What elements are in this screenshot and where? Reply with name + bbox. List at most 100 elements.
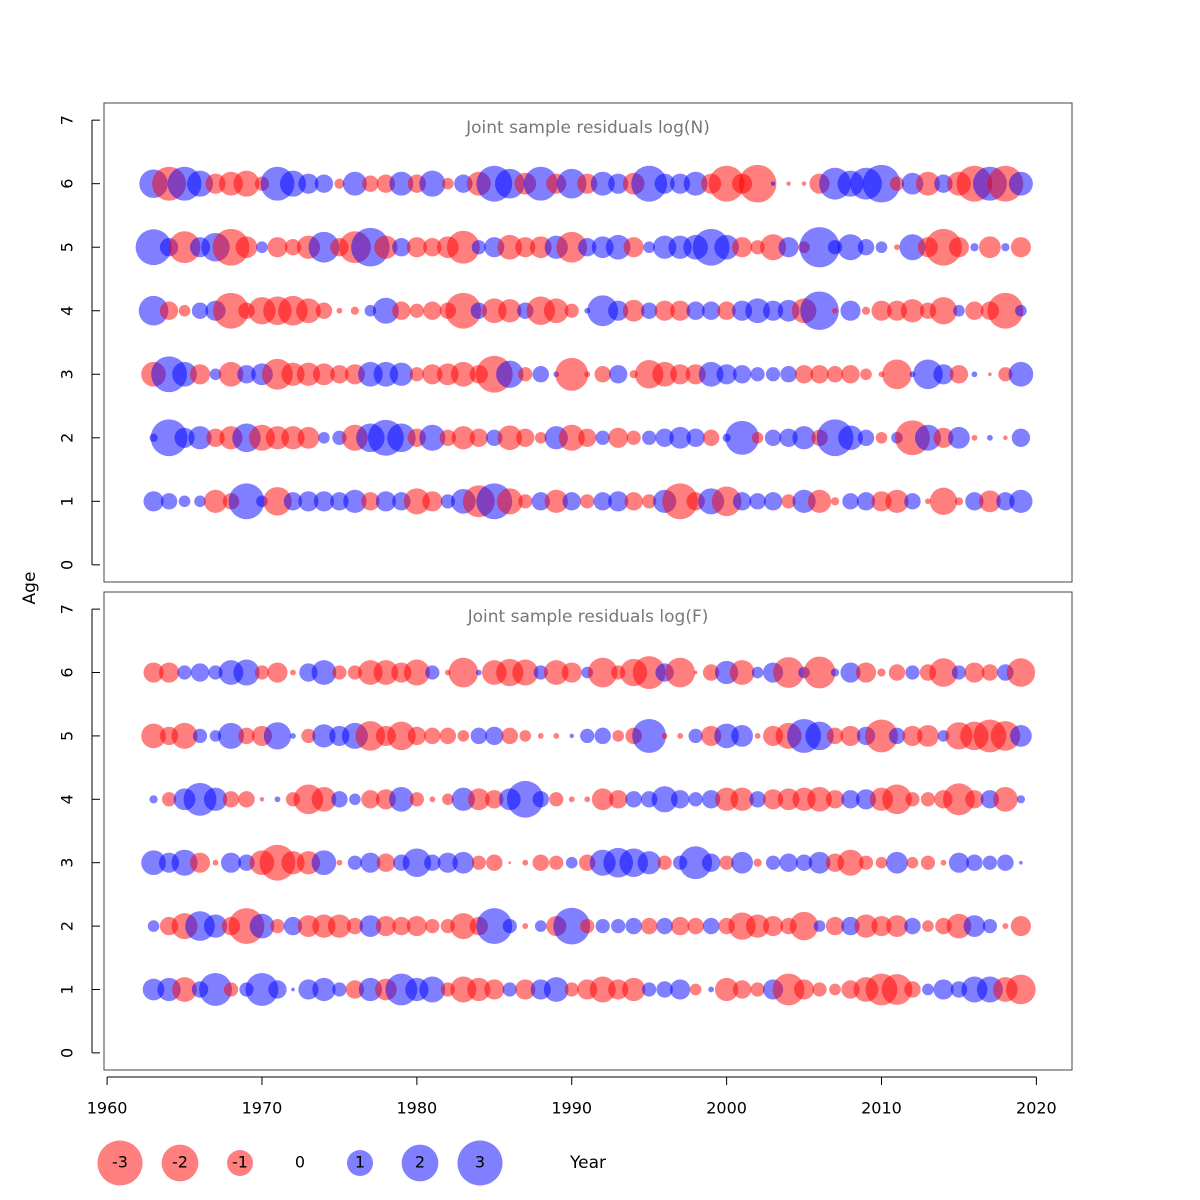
bubble xyxy=(656,917,673,935)
bubble xyxy=(988,372,992,377)
bubble xyxy=(515,237,536,258)
bubble xyxy=(476,908,513,945)
bubble xyxy=(953,304,965,317)
bubble xyxy=(750,367,765,382)
y-tick-label: 7 xyxy=(58,115,77,125)
bubble xyxy=(689,983,702,996)
bubble xyxy=(595,918,610,934)
bubble xyxy=(531,492,550,511)
bubble xyxy=(773,657,804,688)
y-tick-label: 4 xyxy=(58,306,77,316)
bubble xyxy=(189,364,211,385)
bubble xyxy=(840,662,861,683)
bubble xyxy=(569,733,574,739)
bubble xyxy=(584,796,591,803)
legend-bubble xyxy=(401,1144,439,1182)
bubble xyxy=(807,489,832,513)
bubble xyxy=(708,986,715,993)
bubble xyxy=(409,367,424,382)
bubble xyxy=(888,727,906,745)
bubble xyxy=(920,855,936,870)
bubble xyxy=(445,292,482,329)
bubble xyxy=(308,231,340,263)
bubble xyxy=(446,230,480,264)
y-tick-label: 4 xyxy=(58,794,77,804)
y-tick-label: 3 xyxy=(58,369,77,379)
bubble xyxy=(745,298,770,324)
bubble xyxy=(662,483,699,520)
bubble xyxy=(948,237,970,258)
bubble xyxy=(159,301,179,320)
bubble xyxy=(940,859,947,866)
bubble xyxy=(423,301,442,320)
bubble xyxy=(245,973,279,1006)
bubble xyxy=(537,733,544,739)
bubble xyxy=(993,786,1018,812)
bubble xyxy=(929,487,958,515)
bubble xyxy=(731,851,753,874)
bubble xyxy=(904,493,921,510)
bubble xyxy=(622,299,645,322)
bubble xyxy=(760,234,787,261)
bubble xyxy=(486,854,503,871)
bubble xyxy=(543,977,569,1002)
bubble xyxy=(403,488,430,515)
bubble xyxy=(656,981,673,998)
bubble xyxy=(701,853,721,872)
bubble xyxy=(177,665,192,680)
bubble xyxy=(714,977,739,1002)
bubble xyxy=(532,366,549,383)
bubble xyxy=(725,420,760,455)
bubble xyxy=(862,164,901,203)
bubble xyxy=(857,238,875,256)
bubble xyxy=(781,494,796,509)
bubble xyxy=(677,733,684,739)
y-tick-label: 5 xyxy=(58,731,77,741)
legend-bubble xyxy=(227,1150,253,1176)
bubble xyxy=(422,491,443,512)
bubble xyxy=(858,855,874,870)
bubble xyxy=(532,791,549,808)
bubble xyxy=(829,983,841,996)
bubble xyxy=(632,718,667,753)
bubble xyxy=(362,175,379,192)
bubble xyxy=(1003,435,1008,441)
bubble xyxy=(347,855,363,870)
bubble xyxy=(437,852,458,873)
bubble xyxy=(929,297,958,325)
bubble xyxy=(624,492,643,511)
bubble xyxy=(532,854,549,871)
bubble xyxy=(643,241,655,254)
bubble xyxy=(518,494,533,509)
bubble xyxy=(419,424,446,451)
bubble xyxy=(889,176,905,191)
bubble xyxy=(717,301,736,320)
bubble xyxy=(861,306,871,315)
bubble xyxy=(925,498,931,505)
bubble xyxy=(409,303,424,318)
bubble xyxy=(949,365,969,384)
bubble xyxy=(457,730,470,742)
bubble xyxy=(914,424,941,451)
bubble xyxy=(290,669,296,676)
bubble xyxy=(406,237,427,258)
bubble xyxy=(886,915,908,937)
bubble xyxy=(578,428,597,447)
bubble xyxy=(1015,304,1027,317)
x-tick-label: 1960 xyxy=(87,1099,128,1118)
bubble xyxy=(254,665,270,680)
bubble xyxy=(336,859,343,866)
x-tick-label: 2010 xyxy=(861,1099,902,1118)
bubble xyxy=(905,665,920,680)
bubble xyxy=(1019,860,1023,865)
bubble xyxy=(296,362,321,386)
bubble xyxy=(948,426,970,449)
bubble xyxy=(469,428,489,447)
bubble xyxy=(191,302,209,319)
bubble xyxy=(534,920,547,932)
bubble xyxy=(556,168,587,199)
bubble xyxy=(392,916,411,936)
bubble xyxy=(789,911,819,941)
bubble xyxy=(237,365,256,384)
